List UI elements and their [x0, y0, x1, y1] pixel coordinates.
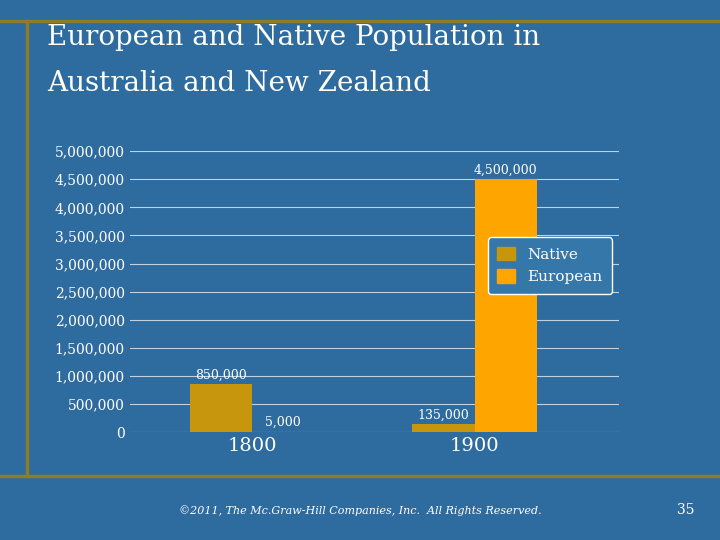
Bar	[189, 384, 252, 432]
Text: 35: 35	[678, 503, 695, 517]
Text: 5,000: 5,000	[265, 416, 301, 429]
Text: ©2011, The Mc.Graw-Hill Companies, Inc.  All Rights Reserved.: ©2011, The Mc.Graw-Hill Companies, Inc. …	[179, 505, 541, 516]
Text: 850,000: 850,000	[195, 368, 247, 381]
Text: Australia and New Zealand: Australia and New Zealand	[47, 70, 431, 97]
Legend: Native, European: Native, European	[487, 238, 611, 294]
Text: 135,000: 135,000	[418, 409, 469, 422]
Text: European and Native Population in: European and Native Population in	[47, 24, 540, 51]
Text: 4,500,000: 4,500,000	[474, 164, 538, 177]
Bar	[413, 424, 474, 432]
Bar	[474, 179, 537, 432]
